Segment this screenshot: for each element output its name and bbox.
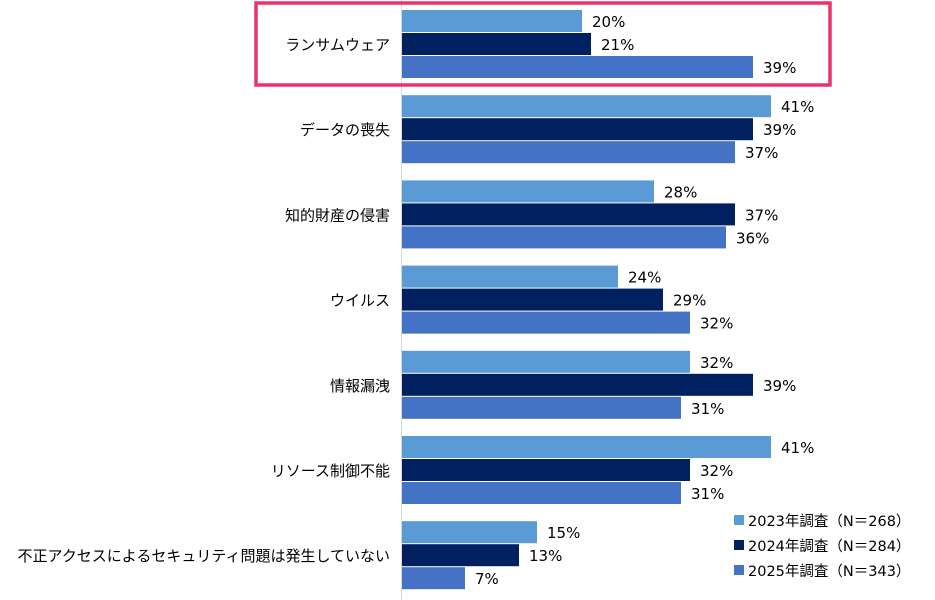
bar — [402, 56, 753, 78]
bar — [402, 203, 735, 226]
legend-label: 2023年調査（N＝268） — [748, 513, 910, 530]
data-label: 29% — [673, 292, 706, 310]
bar — [402, 33, 591, 55]
data-label: 31% — [691, 485, 724, 503]
bar — [402, 118, 753, 141]
bar — [402, 567, 465, 590]
bar — [402, 141, 735, 164]
category-label: 知的財産の侵害 — [285, 206, 390, 224]
category-label: 情報漏洩 — [330, 377, 390, 395]
bar — [402, 459, 690, 481]
legend-label: 2024年調査（N＝284） — [748, 538, 910, 555]
data-label: 39% — [763, 121, 796, 139]
data-label: 32% — [700, 354, 733, 372]
data-label: 21% — [601, 36, 634, 54]
category-label: リソース制御不能 — [271, 462, 390, 480]
data-label: 24% — [628, 269, 661, 287]
bar — [402, 436, 771, 458]
bar — [402, 288, 663, 311]
legend-label: 2025年調査（N＝343） — [748, 563, 910, 580]
bar — [402, 226, 726, 249]
data-label: 37% — [745, 206, 778, 224]
data-label: 32% — [700, 462, 733, 480]
data-label: 13% — [529, 547, 562, 565]
bar — [402, 265, 618, 288]
bar — [402, 544, 519, 567]
data-label: 41% — [781, 98, 814, 116]
legend-swatch — [734, 515, 744, 525]
bar — [402, 311, 690, 334]
bar — [402, 396, 681, 419]
legend-swatch — [734, 540, 744, 550]
data-label: 31% — [691, 400, 724, 418]
data-label: 39% — [763, 377, 796, 395]
data-label: 28% — [664, 183, 697, 201]
bar — [402, 482, 681, 504]
highlight-box — [254, 1, 832, 87]
bar — [402, 10, 582, 32]
data-label: 36% — [736, 229, 769, 247]
bar — [402, 180, 654, 203]
data-label: 41% — [781, 439, 814, 457]
bar — [402, 521, 537, 544]
data-label: 20% — [592, 13, 625, 31]
legend-swatch — [734, 565, 744, 575]
category-label: 不正アクセスによるセキュリティ問題は発生していない — [18, 547, 390, 565]
data-label: 15% — [547, 524, 580, 542]
category-label: ウイルス — [330, 292, 390, 310]
data-label: 37% — [745, 144, 778, 162]
data-label: 32% — [700, 315, 733, 333]
bar — [402, 95, 771, 118]
bar — [402, 350, 690, 373]
bar — [402, 373, 753, 396]
data-label: 39% — [763, 59, 796, 77]
category-label: データの喪失 — [300, 121, 390, 139]
data-label: 7% — [475, 570, 499, 588]
category-label: ランサムウェア — [285, 36, 390, 54]
